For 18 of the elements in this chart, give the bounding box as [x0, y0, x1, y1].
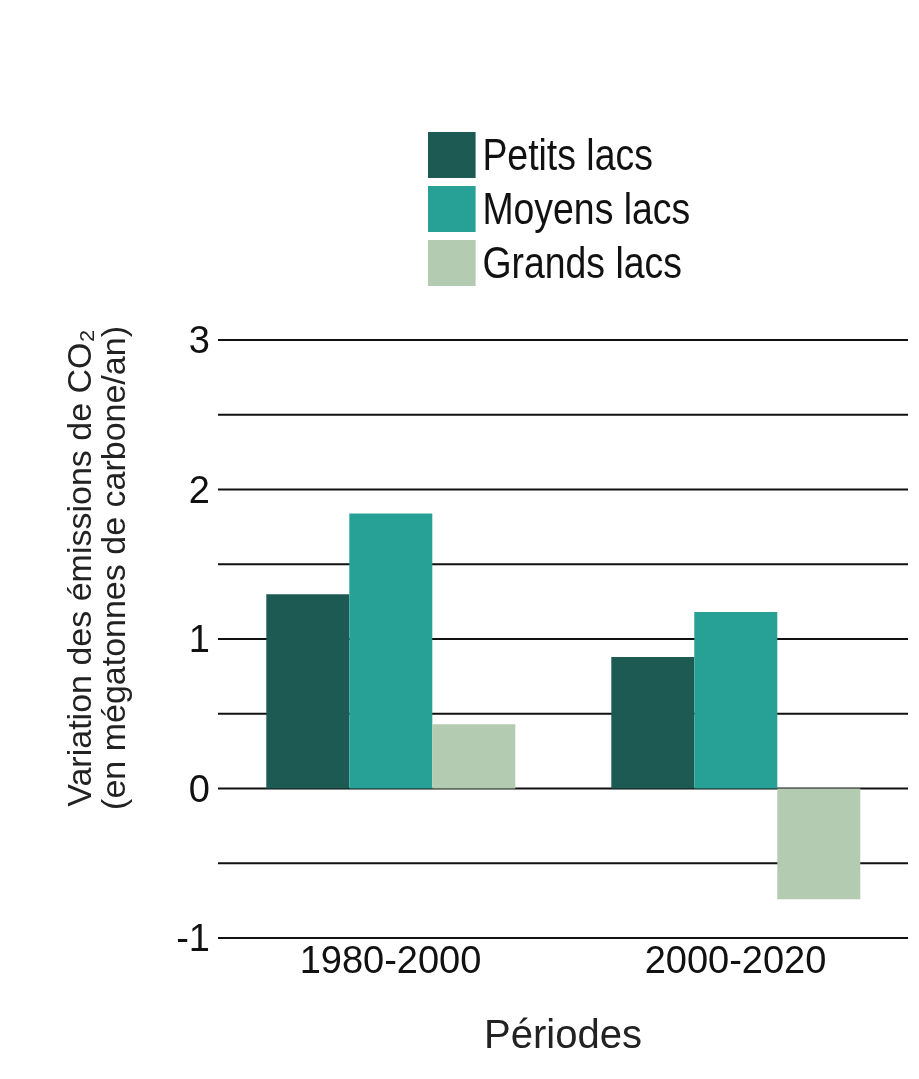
- y-tick-label: 1: [188, 618, 210, 661]
- bar: [432, 724, 516, 789]
- y-tick-label: -1: [176, 917, 210, 960]
- y-axis-title: Variation des émissions de CO₂ (en mégatonnes de carbone/an): [60, 326, 132, 810]
- x-tick-label: 2000-2020: [644, 938, 827, 981]
- legend-label: Petits lacs: [482, 129, 653, 181]
- legend-label: Moyens lacs: [482, 183, 691, 235]
- y-tick-label: 3: [188, 319, 210, 362]
- y-tick-label: 2: [188, 468, 210, 511]
- x-axis-title: Périodes: [484, 1012, 642, 1056]
- y-tick-label: 0: [188, 767, 210, 810]
- bar: [694, 612, 778, 789]
- bar: [611, 656, 695, 789]
- bar: [777, 788, 861, 900]
- bar: [266, 594, 350, 789]
- legend-label: Grands lacs: [482, 237, 682, 289]
- x-tick-label: 1980-2000: [299, 938, 482, 981]
- bar: [349, 513, 433, 789]
